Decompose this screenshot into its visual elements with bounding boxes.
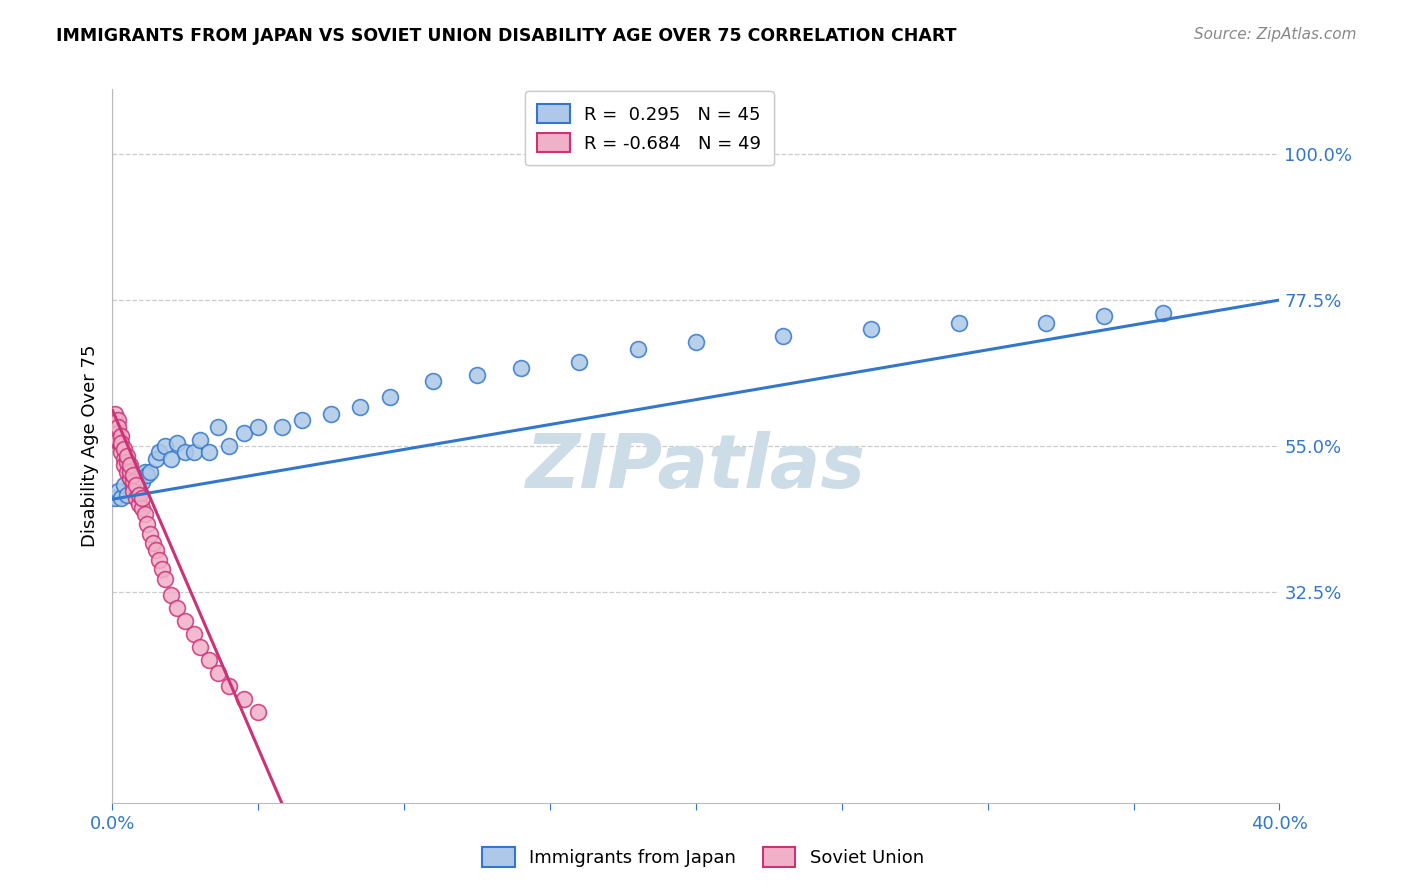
Point: [197, 445, 219, 459]
Point: [509, 361, 531, 376]
Point: [104, 419, 127, 434]
Point: [115, 455, 138, 469]
Point: [218, 439, 240, 453]
Point: [107, 419, 129, 434]
Point: [188, 640, 211, 654]
Point: [174, 614, 197, 628]
Point: [207, 419, 229, 434]
Point: [627, 342, 650, 356]
Point: [160, 452, 183, 467]
Legend: R =  0.295   N = 45, R = -0.684   N = 49: R = 0.295 N = 45, R = -0.684 N = 49: [524, 91, 773, 165]
Point: [112, 452, 135, 467]
Point: [107, 413, 129, 427]
Point: [183, 627, 205, 641]
Legend: Immigrants from Japan, Soviet Union: Immigrants from Japan, Soviet Union: [475, 839, 931, 874]
Point: [104, 491, 127, 505]
Point: [218, 679, 240, 693]
Point: [270, 419, 292, 434]
Point: [145, 452, 167, 467]
Point: [136, 516, 159, 531]
Point: [197, 653, 219, 667]
Point: [112, 458, 135, 473]
Point: [207, 666, 229, 681]
Point: [110, 435, 132, 450]
Point: [134, 465, 156, 479]
Point: [321, 407, 343, 421]
Point: [772, 328, 794, 343]
Point: [118, 471, 141, 485]
Point: [125, 471, 148, 485]
Point: [125, 478, 148, 492]
Point: [148, 552, 170, 566]
Point: [166, 435, 188, 450]
Point: [160, 588, 183, 602]
Point: [150, 562, 173, 576]
Point: [110, 491, 132, 505]
Point: [122, 484, 145, 499]
Point: [378, 390, 401, 404]
Point: [107, 433, 129, 447]
Point: [110, 429, 132, 443]
Point: [104, 413, 127, 427]
Point: [465, 368, 488, 382]
Point: [860, 322, 883, 336]
Point: [174, 445, 197, 459]
Text: ZIPatlas: ZIPatlas: [526, 431, 866, 504]
Point: [349, 400, 371, 414]
Point: [247, 705, 270, 719]
Point: [104, 425, 127, 440]
Point: [128, 475, 150, 489]
Point: [153, 572, 176, 586]
Point: [107, 484, 129, 499]
Text: IMMIGRANTS FROM JAPAN VS SOVIET UNION DISABILITY AGE OVER 75 CORRELATION CHART: IMMIGRANTS FROM JAPAN VS SOVIET UNION DI…: [56, 27, 956, 45]
Point: [115, 449, 138, 463]
Point: [948, 316, 970, 330]
Point: [188, 433, 211, 447]
Point: [142, 536, 165, 550]
Point: [128, 488, 150, 502]
Point: [1094, 310, 1116, 324]
Point: [139, 526, 162, 541]
Point: [136, 468, 159, 483]
Point: [247, 419, 270, 434]
Point: [122, 478, 145, 492]
Point: [145, 542, 167, 557]
Point: [128, 497, 150, 511]
Point: [104, 407, 127, 421]
Point: [125, 491, 148, 505]
Point: [139, 465, 162, 479]
Point: [568, 354, 591, 368]
Point: [131, 491, 153, 505]
Point: [232, 692, 254, 706]
Point: [422, 374, 444, 388]
Point: [115, 488, 138, 502]
Point: [110, 445, 132, 459]
Point: [134, 507, 156, 521]
Point: [118, 458, 141, 473]
Point: [131, 475, 153, 489]
Point: [153, 439, 176, 453]
Point: [166, 601, 188, 615]
Text: Source: ZipAtlas.com: Source: ZipAtlas.com: [1194, 27, 1357, 42]
Point: [122, 468, 145, 483]
Point: [115, 465, 138, 479]
Point: [107, 425, 129, 440]
Point: [1152, 306, 1174, 320]
Point: [148, 445, 170, 459]
Point: [118, 465, 141, 479]
Point: [122, 475, 145, 489]
Point: [118, 471, 141, 485]
Point: [232, 425, 254, 440]
Point: [131, 500, 153, 515]
Point: [1035, 316, 1057, 330]
Point: [685, 335, 707, 350]
Point: [112, 478, 135, 492]
Point: [291, 413, 314, 427]
Point: [110, 439, 132, 453]
Point: [104, 433, 127, 447]
Y-axis label: Disability Age Over 75: Disability Age Over 75: [80, 344, 98, 548]
Point: [183, 445, 205, 459]
Point: [112, 442, 135, 457]
